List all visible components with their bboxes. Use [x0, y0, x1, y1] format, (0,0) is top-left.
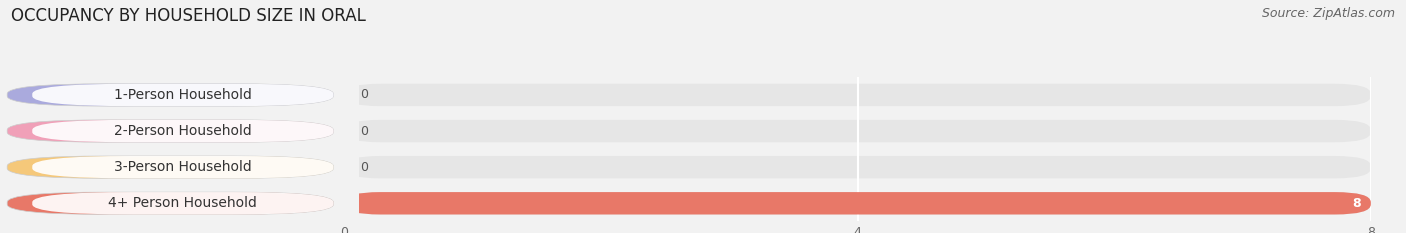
- FancyBboxPatch shape: [344, 120, 1371, 142]
- FancyBboxPatch shape: [344, 192, 1371, 215]
- Text: 8: 8: [1353, 197, 1361, 210]
- FancyBboxPatch shape: [344, 192, 1371, 215]
- FancyBboxPatch shape: [32, 84, 333, 106]
- FancyBboxPatch shape: [344, 84, 1371, 106]
- FancyBboxPatch shape: [7, 120, 333, 142]
- FancyBboxPatch shape: [7, 156, 333, 178]
- FancyBboxPatch shape: [344, 156, 1371, 178]
- Text: 0: 0: [360, 89, 368, 101]
- Text: 3-Person Household: 3-Person Household: [114, 160, 252, 174]
- Text: OCCUPANCY BY HOUSEHOLD SIZE IN ORAL: OCCUPANCY BY HOUSEHOLD SIZE IN ORAL: [11, 7, 366, 25]
- FancyBboxPatch shape: [32, 192, 333, 215]
- Text: 2-Person Household: 2-Person Household: [114, 124, 252, 138]
- FancyBboxPatch shape: [7, 84, 333, 106]
- Text: Source: ZipAtlas.com: Source: ZipAtlas.com: [1261, 7, 1395, 20]
- Text: 4+ Person Household: 4+ Person Household: [108, 196, 257, 210]
- Text: 0: 0: [360, 125, 368, 137]
- FancyBboxPatch shape: [32, 120, 333, 142]
- FancyBboxPatch shape: [32, 156, 333, 178]
- FancyBboxPatch shape: [7, 192, 333, 215]
- Text: 0: 0: [360, 161, 368, 174]
- Text: 1-Person Household: 1-Person Household: [114, 88, 252, 102]
